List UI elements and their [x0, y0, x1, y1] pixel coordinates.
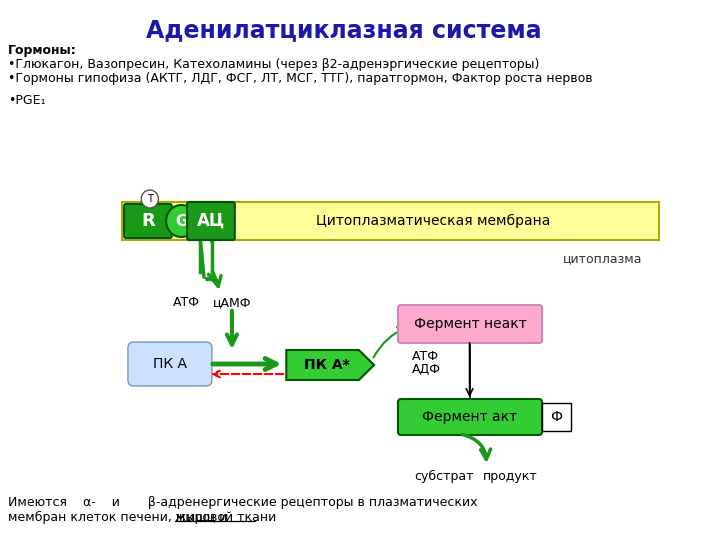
FancyBboxPatch shape — [398, 399, 542, 435]
Text: ПК А: ПК А — [153, 357, 187, 371]
Text: цАМФ: цАМФ — [212, 296, 251, 309]
Polygon shape — [287, 350, 374, 380]
Text: АТФ: АТФ — [413, 350, 439, 363]
Text: АТФ: АТФ — [173, 296, 199, 309]
Circle shape — [166, 205, 197, 237]
Text: продукт: продукт — [483, 470, 538, 483]
Text: •PGE₁: •PGE₁ — [8, 94, 45, 107]
Text: АДФ: АДФ — [413, 363, 441, 376]
Text: Ф: Ф — [550, 410, 562, 424]
Text: •Гормоны гипофиза (АКТГ, ЛДГ, ФСГ, ЛТ, МСГ, ТТГ), паратгормон, Фактор роста нерв: •Гормоны гипофиза (АКТГ, ЛДГ, ФСГ, ЛТ, М… — [8, 72, 593, 85]
FancyBboxPatch shape — [124, 204, 172, 238]
Text: цитоплазма: цитоплазма — [563, 252, 643, 265]
Text: жировой ткани: жировой ткани — [175, 511, 276, 524]
FancyBboxPatch shape — [128, 342, 212, 386]
FancyBboxPatch shape — [187, 202, 235, 240]
Text: G: G — [175, 213, 188, 228]
Text: субстрат: субстрат — [414, 470, 474, 483]
Text: ПК А*: ПК А* — [304, 358, 349, 372]
Text: Фермент неакт: Фермент неакт — [414, 317, 526, 331]
Text: •Глюкагон, Вазопресин, Катехоламины (через β2-адренэргические рецепторы): •Глюкагон, Вазопресин, Катехоламины (чер… — [8, 58, 539, 71]
Text: .: . — [255, 511, 258, 524]
Text: Фермент акт: Фермент акт — [423, 410, 518, 424]
Text: Гормоны:: Гормоны: — [8, 44, 76, 57]
Text: Т: Т — [147, 194, 153, 204]
FancyBboxPatch shape — [122, 202, 659, 240]
Text: Цитоплазматическая мембрана: Цитоплазматическая мембрана — [316, 214, 551, 228]
Text: мембран клеток печени, мышц и: мембран клеток печени, мышц и — [8, 511, 231, 524]
Text: АЦ: АЦ — [197, 212, 225, 230]
FancyBboxPatch shape — [398, 305, 542, 343]
FancyBboxPatch shape — [542, 403, 571, 431]
Text: Имеются    α-    и       β-адренергические рецепторы в плазматических: Имеются α- и β-адренергические рецепторы… — [8, 496, 477, 509]
Text: R: R — [141, 212, 155, 230]
Text: Аденилатциклазная система: Аденилатциклазная система — [145, 18, 541, 42]
Circle shape — [141, 190, 158, 208]
